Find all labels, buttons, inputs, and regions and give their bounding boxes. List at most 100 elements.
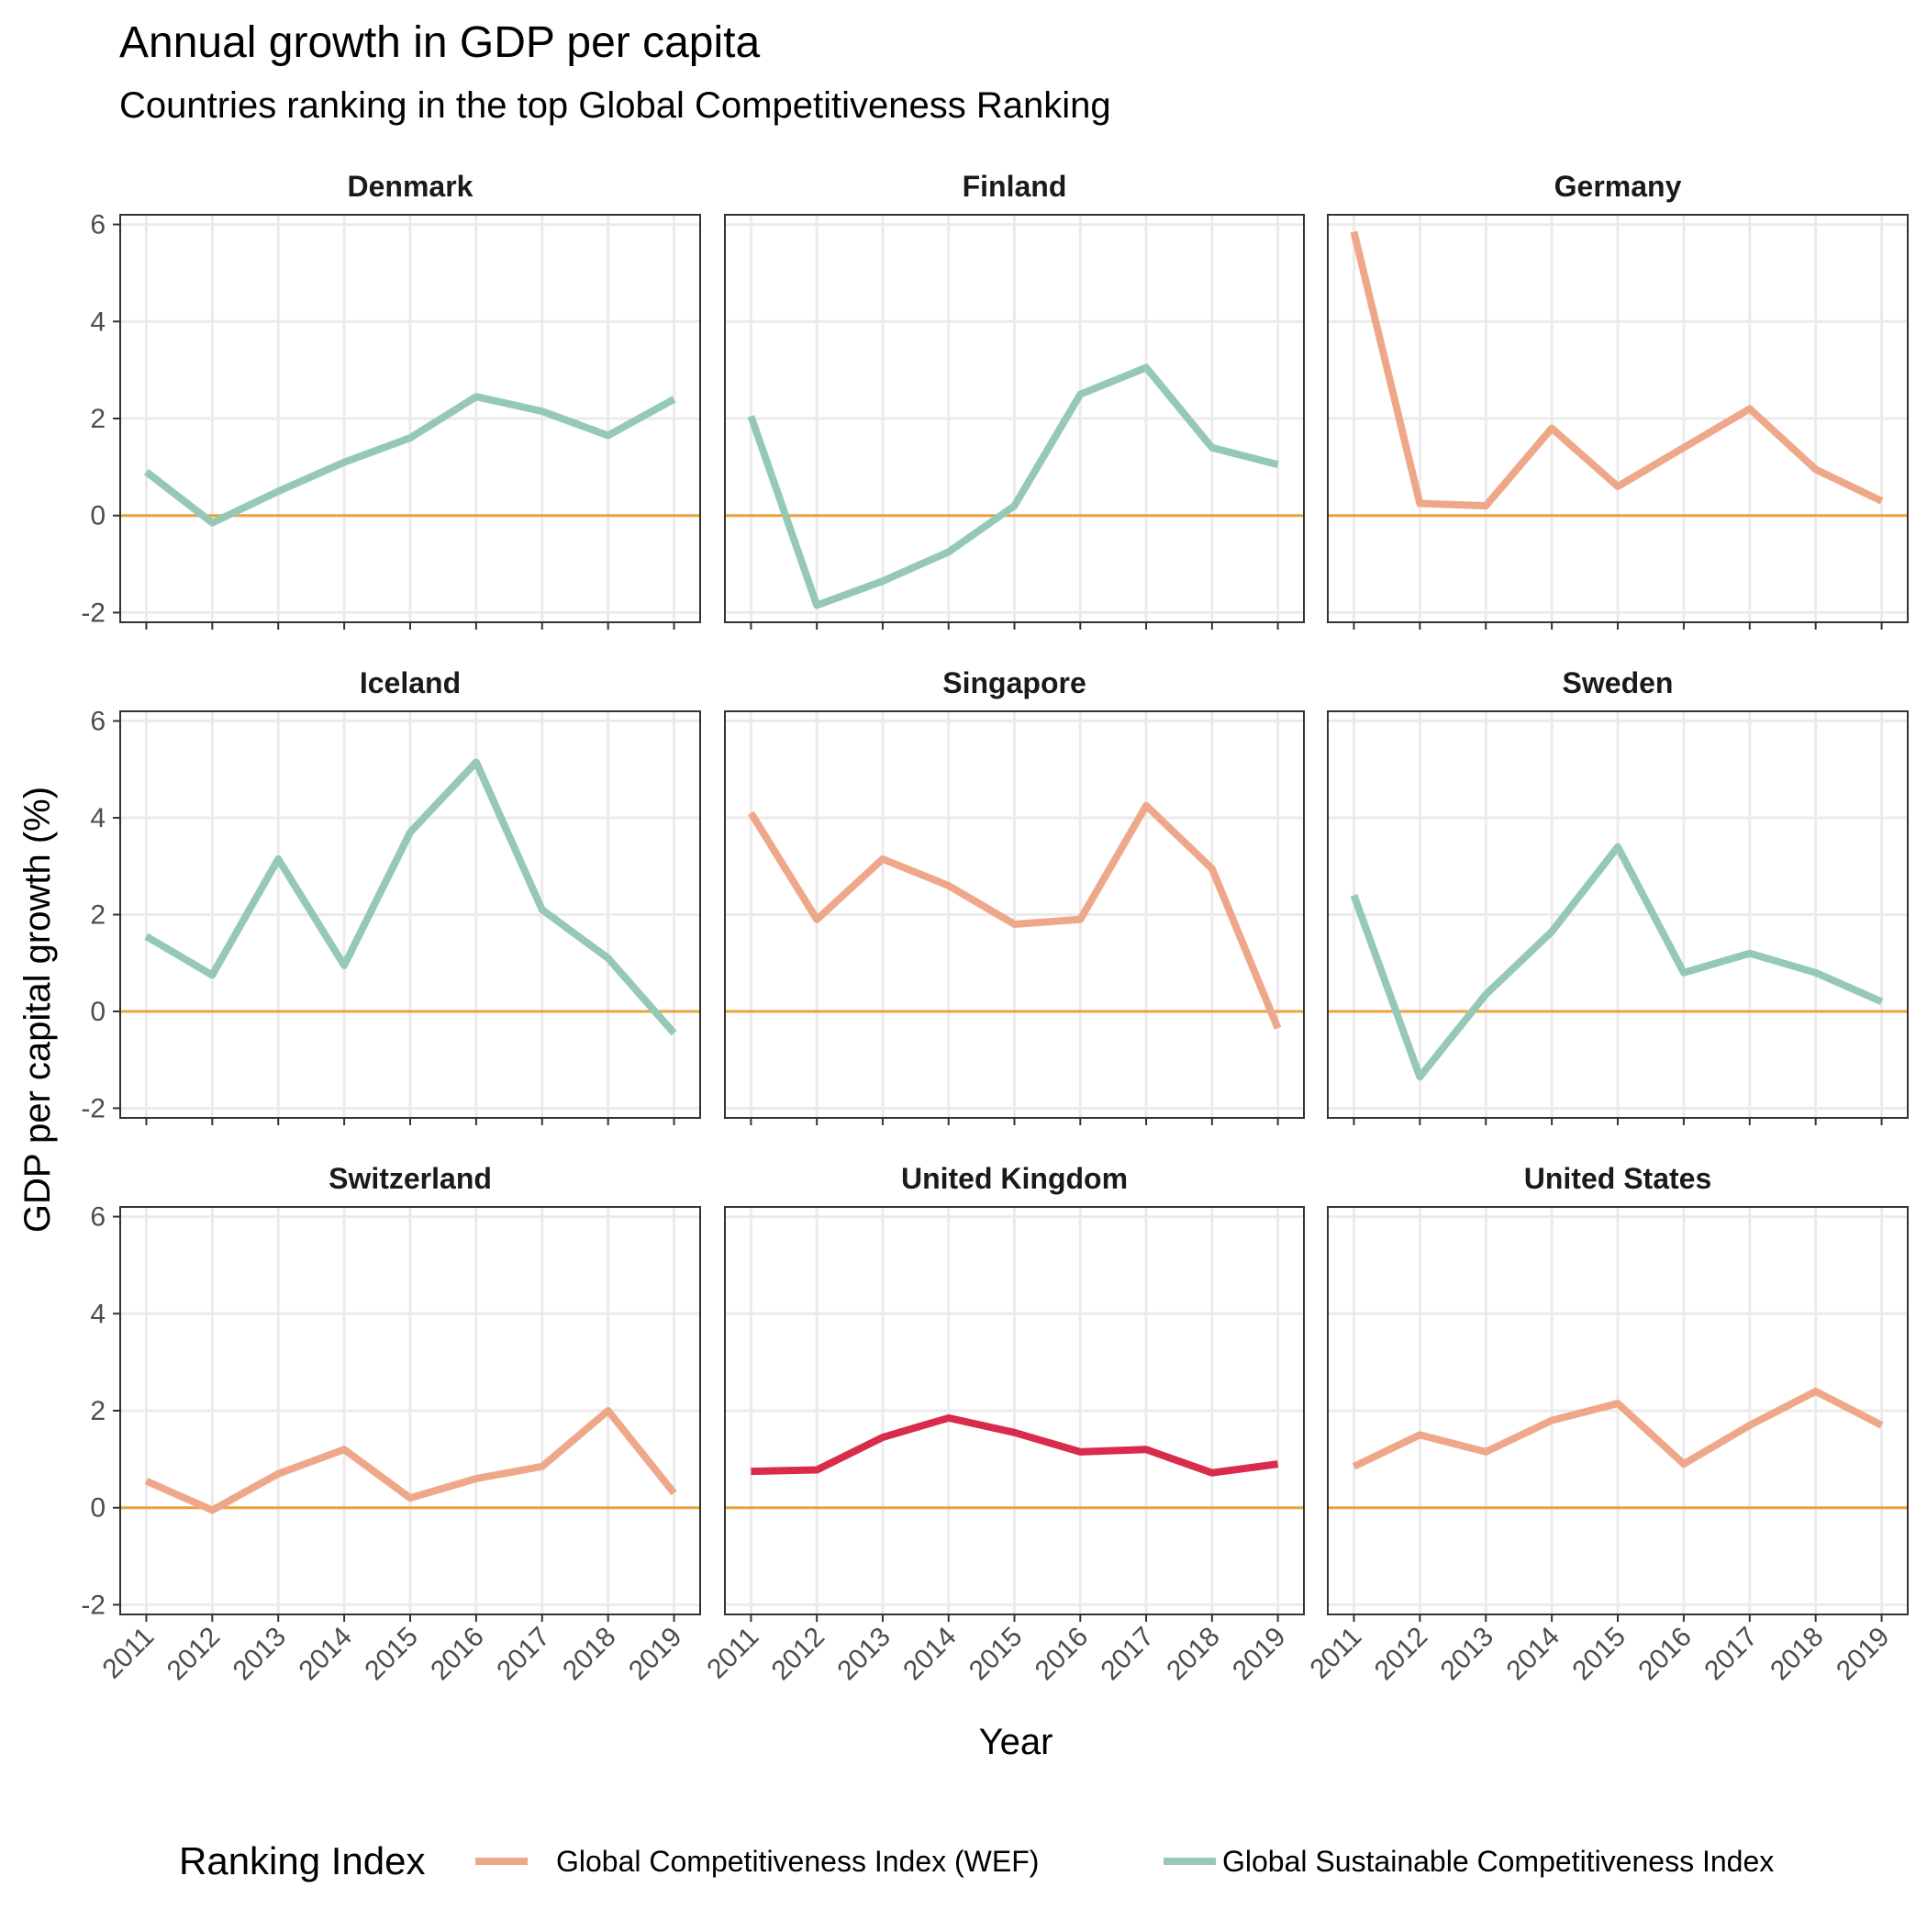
data-point [817,605,818,606]
data-point [948,1417,949,1418]
panel-title-sweden: Sweden [1563,666,1674,699]
data-point [948,885,949,886]
panel-title-singapore: Singapore [942,666,1086,699]
y-tick-label: 6 [90,1202,106,1233]
y-tick-label: 2 [90,404,106,434]
series-line-united-states [1352,1387,1884,1470]
x-tick-label: 2012 [766,1622,831,1687]
data-point [1749,1424,1750,1425]
data-point [607,435,608,436]
panel-finland: Finland [724,170,1305,630]
data-point [475,396,476,397]
panel-singapore: Singapore [724,666,1305,1125]
data-point [1080,1451,1081,1452]
data-point [410,1498,411,1499]
data-point [1277,1464,1278,1465]
data-point [1618,846,1619,847]
data-point [344,965,345,966]
x-tick-label: 2018 [1161,1622,1226,1687]
x-tick-label: 2017 [1699,1622,1764,1687]
x-tick-label: 2014 [897,1622,963,1687]
x-tick-label: 2015 [964,1622,1029,1687]
panel-title-finland: Finland [963,170,1067,203]
y-tick-label: 2 [90,900,106,931]
data-point [1486,506,1487,507]
data-point [1683,972,1684,973]
panel-title-united-states: United States [1524,1162,1711,1195]
x-tick-label: 2016 [1030,1622,1095,1687]
data-point [344,462,345,463]
data-point [1618,486,1619,487]
data-point [817,1469,818,1470]
x-tick-label: 2013 [831,1622,897,1687]
x-tick-label: 2014 [294,1622,359,1687]
x-tick-label: 2019 [1227,1622,1292,1687]
chart-subtitle: Countries ranking in the top Global Comp… [119,85,1111,126]
x-tick-label: 2012 [1369,1622,1434,1687]
data-point [1552,1420,1553,1421]
data-point [1277,1028,1278,1029]
panel-title-switzerland: Switzerland [329,1162,492,1195]
data-point [278,858,279,859]
y-tick-label: 0 [90,997,106,1027]
series-line-singapore [747,801,1282,1030]
data-point [1683,447,1684,448]
x-tick-label: 2015 [359,1622,424,1687]
legend: Ranking Index Global Competitiveness Ind… [179,1839,1774,1882]
x-tick-label: 2019 [1831,1622,1896,1687]
data-point [146,936,147,937]
legend-label-gsci: Global Sustainable Competitiveness Index [1222,1845,1774,1878]
data-point [410,438,411,439]
data-point [1146,805,1147,806]
y-tick-label: 4 [90,307,106,337]
data-point [1749,408,1750,409]
y-tick-label: 6 [90,210,106,240]
data-point [1014,1432,1015,1433]
data-point [882,858,883,859]
data-point [1815,469,1816,470]
data-point [1014,924,1015,925]
x-tick-label: 2018 [557,1622,622,1687]
data-point [607,1411,608,1412]
x-axis-title: Year [979,1722,1053,1762]
data-point [1277,464,1278,465]
data-point [1014,506,1015,507]
series-line-united-kingdom [751,1413,1279,1477]
data-point [541,1466,542,1467]
data-point [1211,1472,1212,1473]
data-point [1881,1424,1882,1425]
x-tick-label: 2015 [1566,1622,1632,1687]
series-line-germany [1350,230,1884,510]
series-line-sweden [1350,843,1884,1081]
data-point [212,1510,213,1511]
data-point [751,416,752,417]
data-point [1815,972,1816,973]
data-point [1881,1001,1882,1002]
data-point [1080,394,1081,395]
y-tick-label: -2 [81,1590,106,1620]
data-point [1552,931,1553,932]
data-point [1146,1449,1147,1450]
panel-iceland: Iceland -2 0 2 4 6 [81,666,701,1125]
panel-title-iceland: Iceland [360,666,461,699]
x-tick-label: 2019 [623,1622,688,1687]
data-point [1353,1466,1354,1467]
data-point [1618,1403,1619,1404]
data-point [1211,868,1212,869]
data-point [146,1480,147,1481]
data-point [1080,919,1081,920]
panel-germany: Germany [1327,170,1909,630]
data-point [1486,1451,1487,1452]
legend-title: Ranking Index [179,1839,426,1882]
data-point [1353,231,1354,232]
panel-title-denmark: Denmark [348,170,473,203]
data-point [882,581,883,582]
panel-title-germany: Germany [1554,170,1682,203]
data-point [1683,1464,1684,1465]
data-point [1749,953,1750,954]
y-tick-label: -2 [81,597,106,628]
